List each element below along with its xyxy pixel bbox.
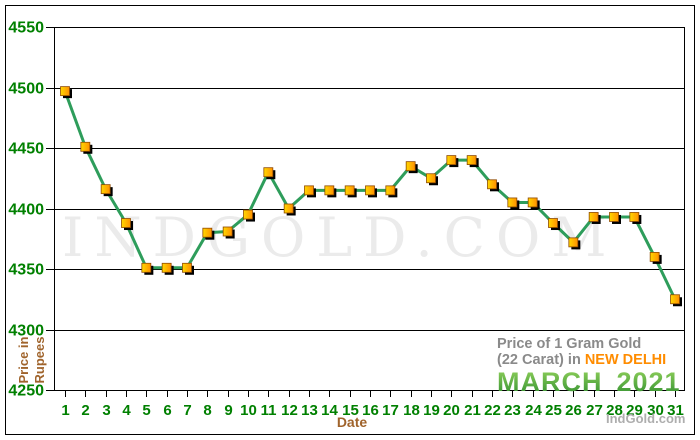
data-point-marker bbox=[344, 185, 355, 196]
data-point-marker bbox=[222, 226, 233, 237]
data-point-marker bbox=[588, 212, 599, 222]
data-point-marker bbox=[304, 185, 314, 196]
x-tick-label: 10 bbox=[240, 402, 257, 419]
x-tick-label: 5 bbox=[142, 402, 150, 419]
x-tick-label: 25 bbox=[545, 402, 562, 419]
x-tick-label: 16 bbox=[362, 402, 379, 419]
x-tick-label: 6 bbox=[163, 402, 171, 419]
chart-outer-border bbox=[5, 5, 695, 435]
data-point-marker bbox=[405, 161, 416, 172]
data-point-marker bbox=[446, 155, 457, 166]
x-tick-label: 18 bbox=[403, 402, 420, 419]
y-tick-label: 4300 bbox=[8, 323, 44, 340]
x-tick-label: 9 bbox=[224, 402, 232, 419]
x-tick-label: 13 bbox=[301, 402, 318, 419]
data-point-marker bbox=[629, 212, 640, 222]
caption-line-2: (22 Carat) in NEW DELHI bbox=[497, 352, 681, 368]
data-point-marker bbox=[426, 173, 436, 184]
y-tick-label: 4250 bbox=[8, 383, 44, 400]
data-point-marker bbox=[507, 197, 518, 208]
data-point-marker bbox=[568, 237, 579, 248]
x-tick-label: 12 bbox=[281, 402, 298, 419]
data-point-marker bbox=[121, 218, 131, 228]
site-credit: IndGold.com bbox=[606, 411, 686, 426]
x-tick-label: 22 bbox=[484, 402, 501, 419]
data-point-marker bbox=[283, 203, 294, 214]
data-point-marker bbox=[649, 251, 660, 262]
x-tick-label: 23 bbox=[504, 402, 521, 419]
x-tick-label: 8 bbox=[203, 402, 211, 419]
y-tick-label: 4400 bbox=[8, 202, 44, 219]
x-tick-label: 14 bbox=[321, 402, 338, 419]
data-point-marker bbox=[100, 184, 111, 195]
data-point-marker bbox=[385, 185, 396, 196]
y-tick-label: 4350 bbox=[8, 262, 44, 279]
data-point-marker bbox=[466, 155, 477, 166]
data-point-marker bbox=[161, 262, 172, 273]
background-watermark: INDGOLD.COM bbox=[62, 206, 618, 269]
x-tick-label: 3 bbox=[102, 402, 110, 419]
x-tick-label: 28 bbox=[606, 402, 623, 419]
y-tick-label: 4550 bbox=[8, 20, 44, 37]
x-tick-label: 26 bbox=[565, 402, 582, 419]
y-tick-label: 4500 bbox=[8, 81, 44, 98]
caption-city: NEW DELHI bbox=[584, 352, 667, 368]
data-point-marker bbox=[263, 167, 274, 178]
x-tick-label: 11 bbox=[261, 402, 277, 419]
y-tick-label: 4450 bbox=[8, 141, 44, 158]
x-tick-label: 21 bbox=[464, 402, 481, 419]
x-tick-label: 4 bbox=[122, 402, 131, 419]
x-tick-label: 27 bbox=[586, 402, 603, 419]
caption-month: MARCH bbox=[497, 367, 603, 397]
x-tick-label: 29 bbox=[626, 402, 643, 419]
x-tick-label: 2 bbox=[81, 402, 89, 419]
data-point-marker bbox=[548, 218, 558, 228]
x-tick-label: 15 bbox=[342, 402, 359, 419]
x-tick-label: 31 bbox=[667, 402, 684, 419]
x-tick-label: 1 bbox=[61, 402, 69, 419]
caption-line-1: Price of 1 Gram Gold bbox=[497, 336, 642, 352]
x-tick-label: 30 bbox=[647, 402, 664, 419]
data-point-marker bbox=[202, 227, 213, 238]
data-point-marker bbox=[324, 185, 335, 196]
x-tick-label: 20 bbox=[443, 402, 460, 419]
data-point-marker bbox=[527, 197, 538, 208]
chart-caption: Price of 1 Gram Gold (22 Carat) in NEW DE… bbox=[497, 336, 681, 396]
data-point-marker bbox=[80, 141, 91, 152]
x-tick-label: 17 bbox=[382, 402, 399, 419]
plot-border bbox=[54, 27, 685, 391]
caption-month-year: MARCH 2021 bbox=[497, 369, 681, 396]
x-axis-title: Date bbox=[336, 414, 368, 430]
x-tick-label: 7 bbox=[183, 402, 191, 419]
y-axis-title: Price in Rupees bbox=[16, 336, 47, 384]
caption-carat: (22 Carat) in bbox=[497, 352, 581, 368]
data-point-marker bbox=[365, 185, 375, 196]
data-point-marker bbox=[60, 86, 70, 97]
caption-year: 2021 bbox=[616, 367, 681, 397]
data-point-marker bbox=[487, 179, 497, 190]
data-point-marker bbox=[609, 212, 619, 222]
data-point-marker bbox=[182, 262, 192, 273]
x-tick-label: 19 bbox=[423, 402, 440, 419]
data-point-marker bbox=[243, 209, 253, 220]
data-point-marker bbox=[141, 262, 152, 273]
x-tick-label: 24 bbox=[525, 402, 542, 419]
data-point-marker bbox=[670, 294, 680, 305]
